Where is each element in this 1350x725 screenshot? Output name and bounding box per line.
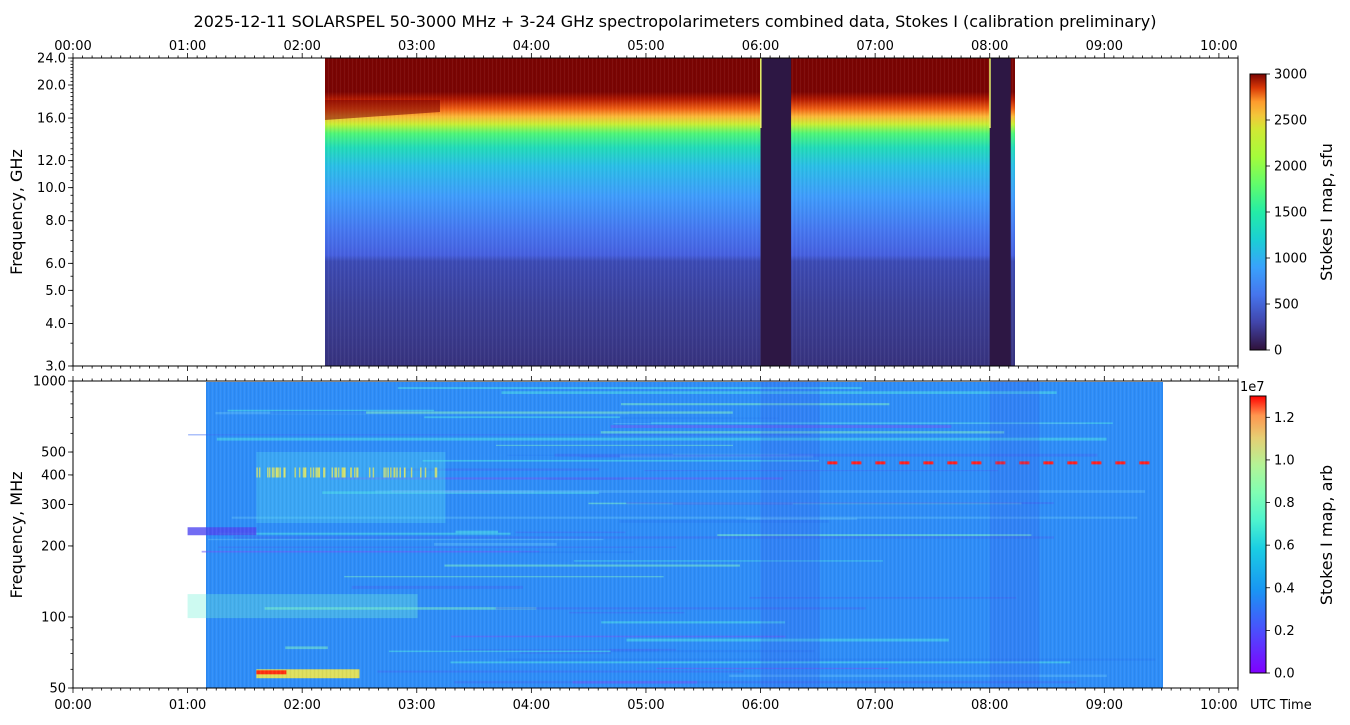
colorbar-tick-label: 0.6 [1274,539,1295,554]
top-panel: 00:00 01:00 02:00 03:00 04:00 05:00 06:00 07:00… [7,39,1239,375]
y-tick-label: 16.0 [37,112,66,127]
y-tick-label: 5.0 [45,284,66,299]
x-tick-label: 08:00 [971,39,1008,54]
colorbar-tick-label: 2500 [1274,114,1307,129]
x-tick-label: 03:00 [398,698,435,713]
x-tick-label: 10:00 [1200,698,1237,713]
x-tick-label: 09:00 [1086,39,1123,54]
y-tick-label: 50 [49,682,66,697]
bottom-y-axis-label: Frequency, MHz [7,471,26,598]
y-tick-label: 500 [41,446,66,461]
colorbar-tick-label: 3000 [1274,68,1307,83]
bottom-colorbar-offset: 1e7 [1240,380,1265,395]
colorbar-tick-label: 2000 [1274,160,1307,175]
bottom-y-ticks: 50 100 200 300 400 500 1000 [33,375,73,697]
y-tick-label: 400 [41,468,66,483]
top-y-axis-label: Frequency, GHz [7,149,26,275]
bottom-colorbar: 0.0 0.2 0.4 0.6 0.8 1.0 1.2 1e7 Stokes I map, … [1240,380,1336,682]
y-tick-label: 24.0 [37,52,66,67]
x-tick-label: 07:00 [856,39,893,54]
bottom-panel: 00:00 01:00 02:00 03:00 04:00 05:00 06:00 07:00… [7,375,1312,714]
top-colorbar-gradient [1249,73,1267,351]
y-tick-label: 12.0 [37,154,66,169]
top-colorbar-label: Stokes I map, sfu [1317,143,1336,281]
bottom-heatmap-texture [206,382,1163,688]
colorbar-tick-label: 1500 [1274,206,1307,221]
y-tick-label: 100 [41,610,66,625]
x-tick-label: 00:00 [54,39,91,54]
bottom-colorbar-ticks: 0.0 0.2 0.4 0.6 0.8 1.0 1.2 [1266,411,1295,682]
bottom-x-ticks: 00:00 01:00 02:00 03:00 04:00 05:00 06:00 07:00… [54,376,1239,713]
x-tick-label: 02:00 [283,39,320,54]
colorbar-tick-label: 0.8 [1274,496,1295,511]
x-tick-label: 06:00 [742,39,779,54]
top-data-gap-2 [989,58,1011,366]
x-tick-label: 09:00 [1086,698,1123,713]
y-tick-label: 3.0 [45,360,66,375]
x-tick-label: 07:00 [856,698,893,713]
x-tick-label: 05:00 [627,698,664,713]
bottom-heatmap [187,381,1163,688]
top-data-gap-1 [760,58,792,366]
x-tick-label: 04:00 [513,39,550,54]
y-tick-label: 4.0 [45,317,66,332]
time-axis-label: UTC Time [1250,698,1312,713]
colorbar-tick-label: 0.0 [1274,667,1295,682]
colorbar-tick-label: 1.2 [1274,411,1295,426]
colorbar-tick-label: 500 [1274,298,1299,313]
colorbar-tick-label: 0.4 [1274,581,1295,596]
y-tick-label: 6.0 [45,257,66,272]
bottom-colorbar-label: Stokes I map, arb [1317,465,1336,605]
x-tick-label: 02:00 [283,698,320,713]
x-tick-label: 01:00 [169,698,206,713]
colorbar-tick-label: 1000 [1274,252,1307,267]
top-gap-1-edge [760,58,762,128]
y-tick-label: 200 [41,539,66,554]
colorbar-tick-label: 0.2 [1274,624,1295,639]
y-tick-label: 10.0 [37,181,66,196]
colorbar-tick-label: 1.0 [1274,453,1295,468]
top-colorbar: 0 500 1000 1500 2000 2500 3000 Stokes I map, s… [1249,68,1336,359]
x-tick-label: 00:00 [54,698,91,713]
x-tick-label: 05:00 [627,39,664,54]
top-colorbar-ticks: 0 500 1000 1500 2000 2500 3000 [1266,68,1307,359]
figure-title: 2025-12-11 SOLARSPEL 50-3000 MHz + 3-24 … [194,12,1157,31]
x-tick-label: 04:00 [513,698,550,713]
top-gap-2-edge [989,58,991,128]
x-tick-label: 06:00 [742,698,779,713]
x-tick-label: 01:00 [169,39,206,54]
colorbar-tick-label: 0 [1274,344,1282,359]
top-x-ticks: 00:00 01:00 02:00 03:00 04:00 05:00 06:00 07:00… [54,39,1239,371]
bottom-colorbar-gradient [1249,395,1267,674]
x-tick-label: 08:00 [971,698,1008,713]
top-early-shading [325,100,440,120]
y-tick-label: 1000 [33,375,66,390]
y-tick-label: 8.0 [45,214,66,229]
y-tick-label: 300 [41,498,66,513]
y-tick-label: 20.0 [37,79,66,94]
top-y-ticks: 3.0 4.0 5.0 6.0 8.0 10.0 12.0 16.0 20.0 24.0 [37,52,73,375]
x-tick-label: 03:00 [398,39,435,54]
x-tick-label: 10:00 [1200,39,1237,54]
top-heatmap [325,58,1015,366]
